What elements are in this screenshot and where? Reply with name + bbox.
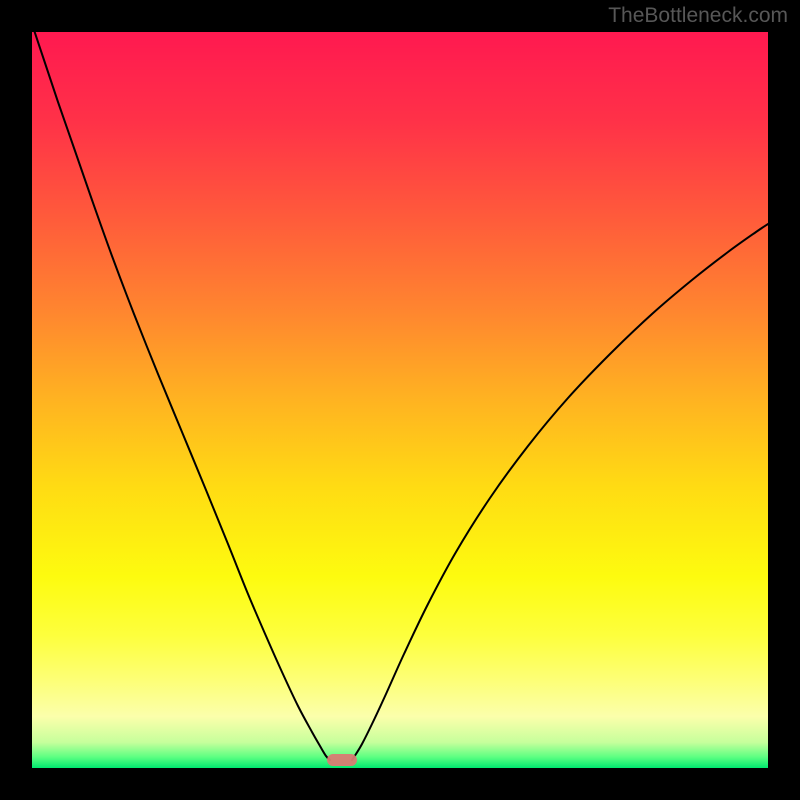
plot-area (32, 24, 768, 768)
watermark-text: TheBottleneck.com (608, 4, 788, 28)
optimum-marker (327, 754, 357, 766)
bottleneck-chart (0, 0, 800, 800)
gradient-background (32, 32, 768, 768)
chart-container: TheBottleneck.com (0, 0, 800, 800)
